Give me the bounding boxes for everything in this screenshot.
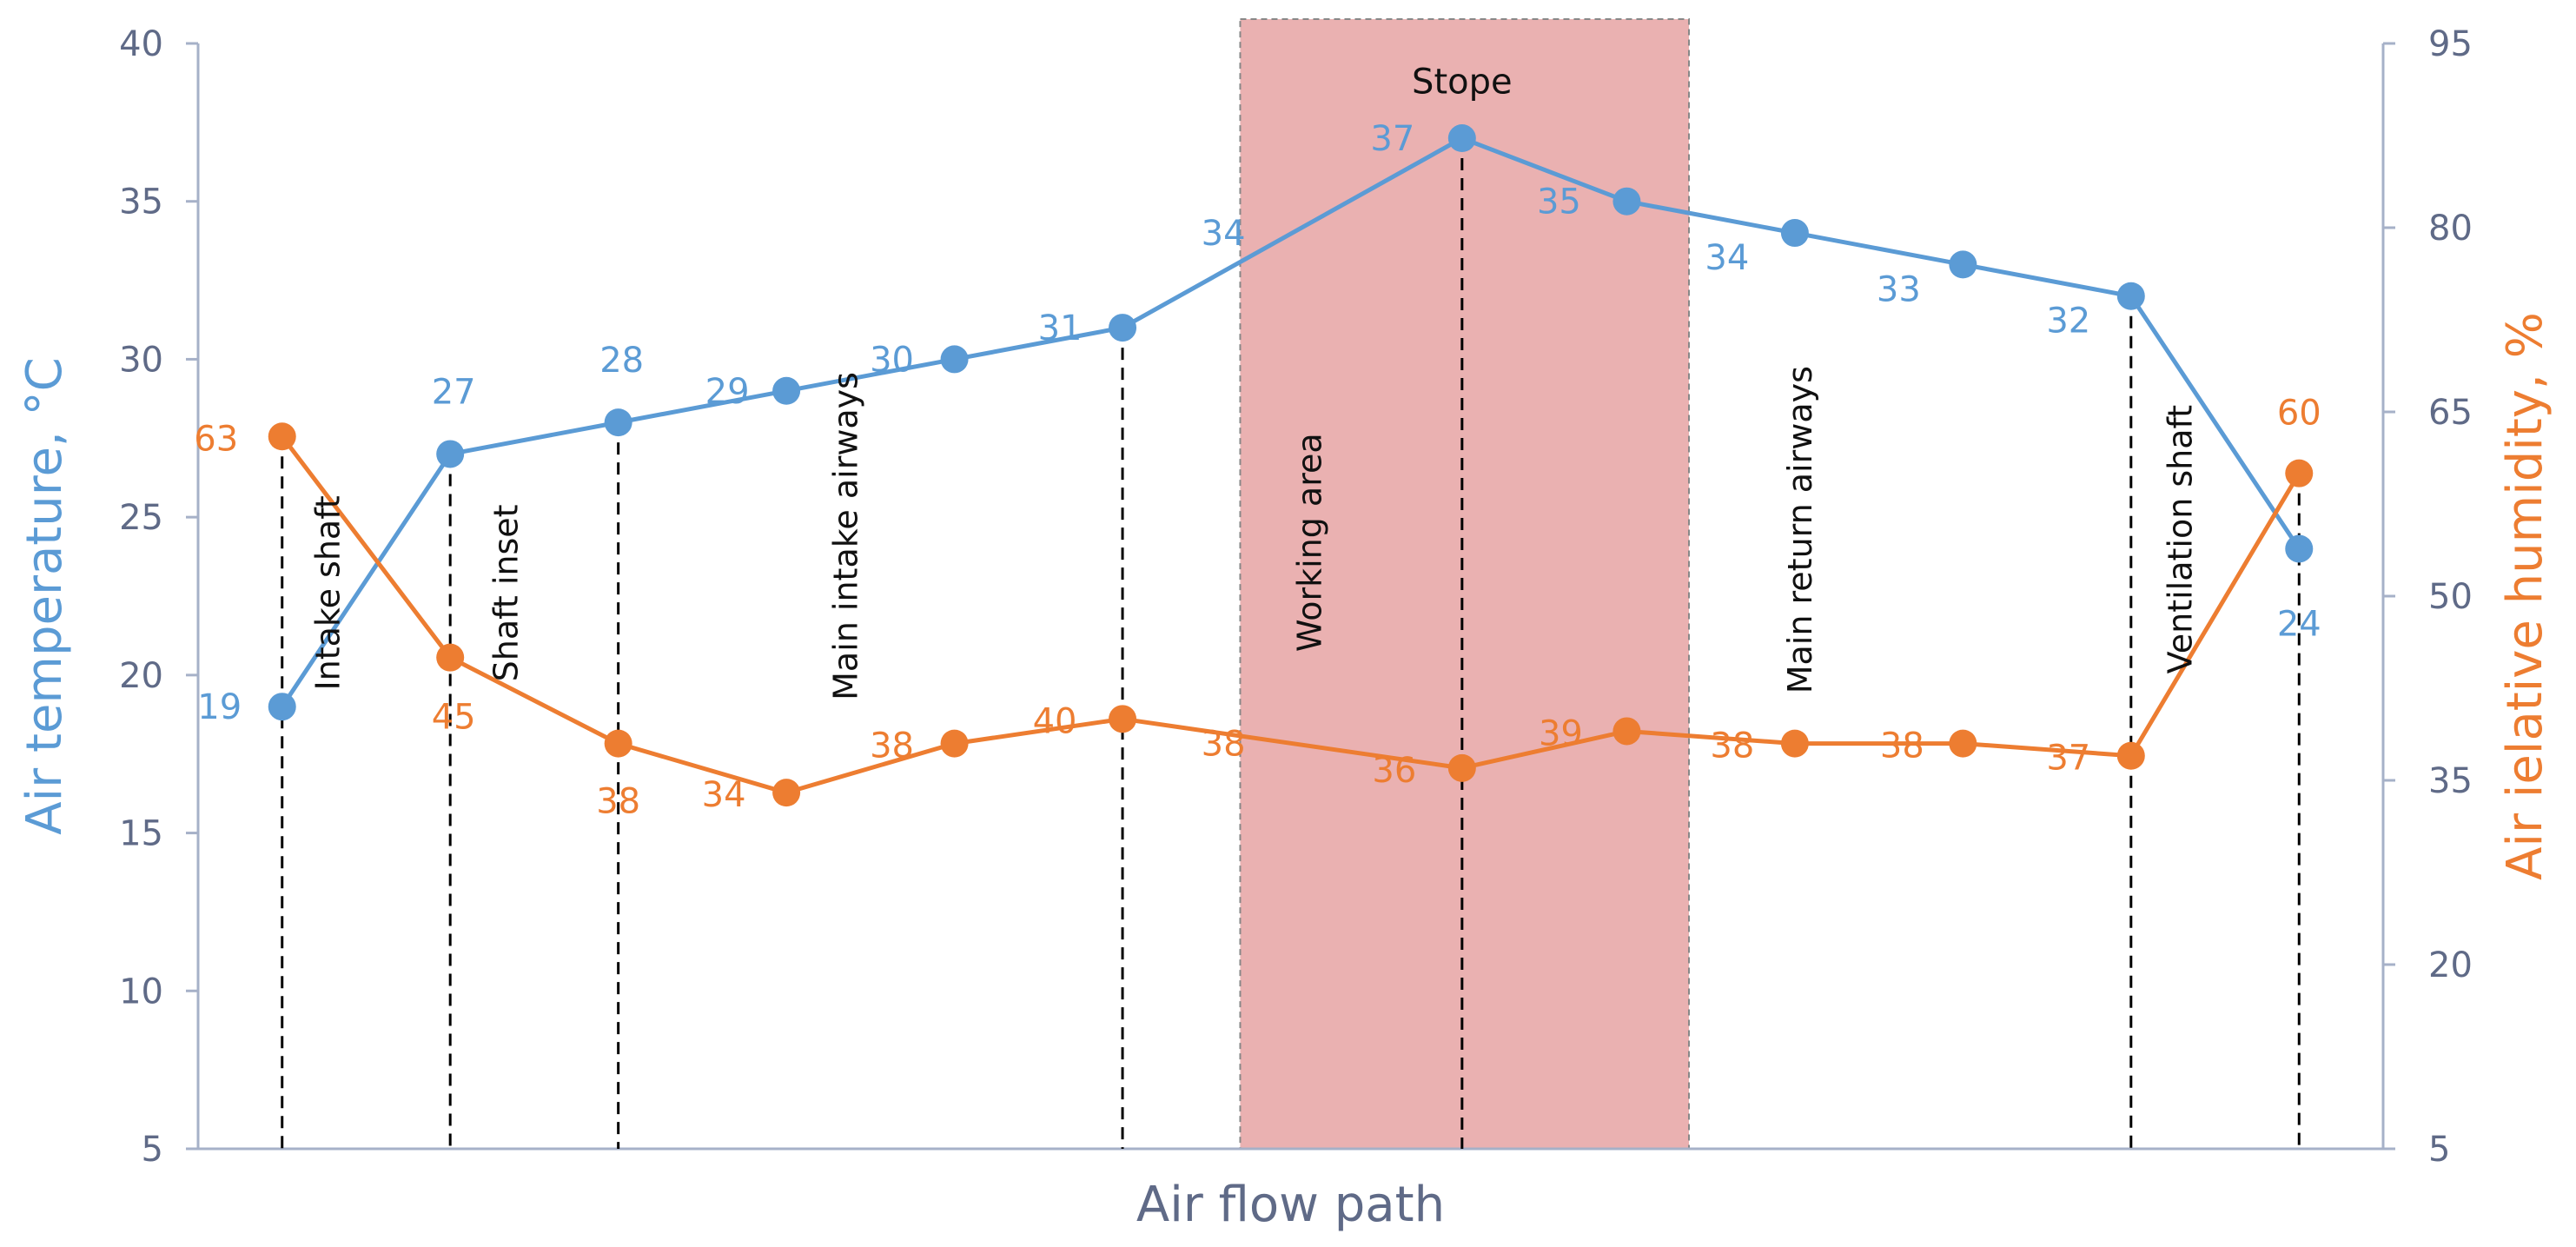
temperature-data-label: 35 (1537, 182, 1581, 222)
section-annotation: Shaft inset (487, 504, 526, 681)
humidity-point (1447, 753, 1476, 782)
y-right-tick-label: 5 (2428, 1130, 2450, 1170)
temperature-point (604, 408, 632, 437)
temperature-data-label: 30 (870, 340, 914, 380)
humidity-data-label: 63 (194, 419, 238, 459)
humidity-line (280, 434, 2301, 795)
humidity-point (1780, 729, 1809, 758)
y-right-tick-label: 35 (2428, 761, 2473, 801)
working-area-region (1239, 18, 1691, 1150)
humidity-data-label: 60 (2277, 394, 2321, 434)
humidity-point (2285, 459, 2314, 488)
temperature-point (772, 376, 801, 405)
y-left-tick-label: 15 (119, 814, 163, 854)
humidity-data-label: 38 (596, 782, 640, 822)
temperature-point (940, 345, 969, 374)
stope-annotation: Stope (1412, 63, 1513, 103)
section-annotation: Intake shaft (309, 495, 348, 690)
humidity-data-label: 37 (2046, 739, 2090, 779)
temperature-point (1109, 314, 1137, 342)
y-left-axis-title: Air temperature, °C (17, 357, 73, 834)
temperature-data-label: 27 (432, 372, 476, 412)
x-axis-title: Air flow path (1136, 1177, 1445, 1233)
humidity-point (1949, 729, 1977, 758)
temperature-point (1612, 187, 1641, 216)
humidity-point (2116, 741, 2145, 770)
y-right-tick-label: 20 (2428, 945, 2473, 985)
temperature-data-label: 32 (2046, 302, 2090, 342)
temperature-data-label: 19 (197, 687, 242, 727)
temperature-data-label: 31 (1038, 308, 1083, 348)
y-left-tick-label: 30 (119, 340, 163, 380)
temperature-data-label: 29 (705, 372, 750, 412)
temperature-point (2285, 534, 2314, 563)
humidity-data-label: 38 (1880, 726, 1924, 766)
humidity-point (940, 729, 969, 758)
humidity-point (1109, 705, 1137, 733)
temperature-data-label: 34 (1705, 238, 1749, 278)
temperature-line (280, 136, 2301, 708)
temperature-data-label: 33 (1877, 269, 1921, 309)
y-right-axis-title: Air ielative humidity, % (2497, 312, 2553, 880)
y-right-tick-label: 65 (2428, 393, 2473, 433)
section-annotation: Main return airways (1781, 366, 1819, 693)
section-annotation: Working area (1290, 433, 1328, 652)
y-right-tick-label: 50 (2428, 577, 2473, 617)
temperature-point (2116, 282, 2145, 310)
temperature-point (268, 693, 296, 721)
humidity-data-label: 39 (1539, 713, 1583, 753)
y-left-tick-label: 5 (142, 1130, 163, 1170)
section-annotation: Ventilation shaft (2161, 405, 2199, 673)
y-right-tick-label: 95 (2428, 24, 2473, 64)
humidity-data-label: 38 (1710, 726, 1754, 766)
humidity-data-label: 45 (432, 698, 476, 738)
humidity-point (604, 729, 632, 758)
temperature-data-label: 24 (2277, 604, 2321, 644)
temperature-point (1780, 219, 1809, 248)
temperature-data-label: 28 (599, 341, 644, 381)
humidity-point (1612, 717, 1641, 746)
y-left-tick-label: 20 (119, 656, 163, 696)
y-left-tick-label: 35 (119, 182, 163, 222)
temperature-point (436, 440, 465, 468)
humidity-point (436, 643, 465, 672)
humidity-data-label: 38 (1202, 725, 1246, 765)
humidity-data-label: 36 (1372, 751, 1416, 791)
y-left-tick-label: 40 (119, 24, 163, 64)
humidity-data-label: 38 (870, 726, 914, 766)
humidity-data-label: 34 (702, 775, 746, 815)
section-annotation: Main intake airways (826, 372, 864, 700)
humidity-point (772, 779, 801, 807)
humidity-data-label: 40 (1033, 701, 1077, 741)
temperature-point (1949, 250, 1977, 279)
humidity-point (268, 422, 296, 451)
temperature-point (1447, 124, 1476, 153)
y-left-tick-label: 25 (119, 498, 163, 538)
y-right-tick-label: 80 (2428, 209, 2473, 249)
temperature-data-label: 34 (1202, 214, 1246, 254)
temperature-data-label: 37 (1370, 119, 1414, 159)
y-left-tick-label: 10 (119, 972, 163, 1012)
